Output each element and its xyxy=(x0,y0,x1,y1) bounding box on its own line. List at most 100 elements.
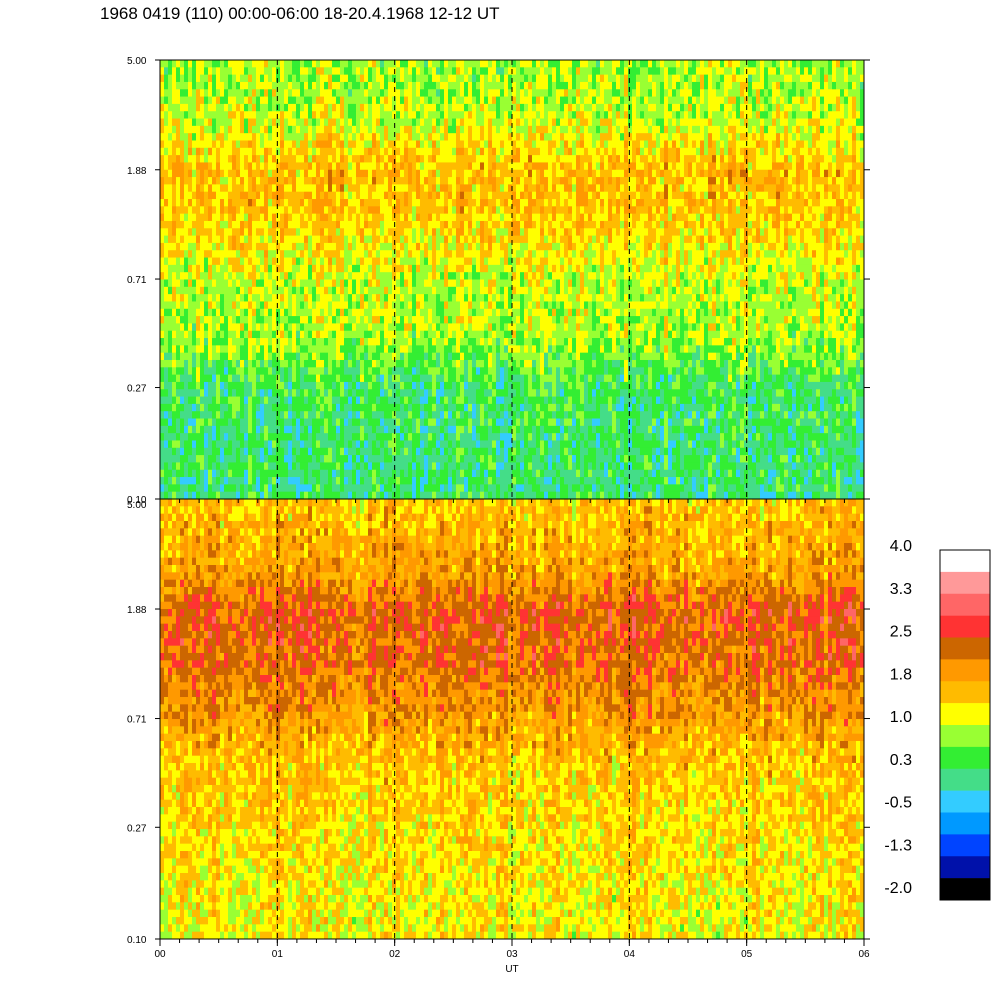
heatmap-cell xyxy=(192,191,197,200)
heatmap-cell xyxy=(272,469,277,478)
heatmap-cell xyxy=(336,242,341,251)
heatmap-cell xyxy=(444,213,449,222)
heatmap-cell xyxy=(412,359,417,368)
heatmap-cell xyxy=(288,301,293,310)
heatmap-cell xyxy=(416,484,421,493)
heatmap-cell xyxy=(316,257,321,266)
heatmap-cell xyxy=(196,191,201,200)
heatmap-cell xyxy=(252,81,257,90)
heatmap-cell xyxy=(340,60,345,68)
heatmap-cell xyxy=(228,155,233,163)
heatmap-cell xyxy=(352,103,357,112)
heatmap-cell xyxy=(376,433,381,441)
heatmap-cell xyxy=(420,374,425,383)
heatmap-cell xyxy=(440,96,445,105)
heatmap-cell xyxy=(332,272,337,280)
heatmap-cell xyxy=(168,425,173,434)
heatmap-cell xyxy=(484,118,489,127)
heatmap-cell xyxy=(180,242,185,251)
heatmap-cell xyxy=(420,133,425,141)
heatmap-cell xyxy=(300,235,305,244)
heatmap-cell xyxy=(172,491,177,500)
heatmap-cell xyxy=(316,191,321,200)
heatmap-cell xyxy=(208,403,213,412)
heatmap-cell xyxy=(368,250,373,258)
heatmap-cell xyxy=(444,491,449,500)
heatmap-cell xyxy=(284,184,289,193)
heatmap-cell xyxy=(460,250,465,258)
heatmap-cell xyxy=(476,359,481,368)
heatmap-cell xyxy=(384,220,389,229)
heatmap-cell xyxy=(252,279,257,288)
heatmap-cell xyxy=(364,338,369,346)
heatmap-cell xyxy=(220,103,225,112)
heatmap-cell xyxy=(212,272,217,280)
heatmap-cell xyxy=(344,316,349,324)
heatmap-cell xyxy=(284,133,289,141)
heatmap-cell xyxy=(440,111,445,119)
heatmap-cell xyxy=(356,162,361,171)
heatmap-cell xyxy=(232,111,237,119)
heatmap-cell xyxy=(380,440,385,449)
heatmap-cell xyxy=(432,484,437,493)
heatmap-cell xyxy=(328,381,333,390)
heatmap-cell xyxy=(264,89,269,97)
heatmap-cell xyxy=(248,447,253,456)
heatmap-cell xyxy=(340,89,345,97)
heatmap-cell xyxy=(324,447,329,456)
heatmap-cell xyxy=(440,103,445,112)
heatmap-cell xyxy=(408,125,413,134)
heatmap-cell xyxy=(352,396,357,405)
heatmap-cell xyxy=(228,374,233,383)
heatmap-cell xyxy=(224,367,229,376)
heatmap-cell xyxy=(436,418,441,427)
heatmap-cell xyxy=(368,367,373,376)
heatmap-cell xyxy=(264,125,269,134)
heatmap-cell xyxy=(248,125,253,134)
heatmap-cell xyxy=(324,177,329,185)
heatmap-cell xyxy=(420,491,425,500)
heatmap-cell xyxy=(204,323,209,332)
heatmap-cell xyxy=(396,477,401,485)
heatmap-cell xyxy=(180,228,185,236)
heatmap-cell xyxy=(240,213,245,222)
heatmap-cell xyxy=(400,111,405,119)
heatmap-cell xyxy=(404,367,409,376)
heatmap-cell xyxy=(324,491,329,500)
heatmap-cell xyxy=(244,396,249,405)
heatmap-cell xyxy=(276,447,281,456)
heatmap-cell xyxy=(476,206,481,215)
heatmap-cell xyxy=(192,96,197,105)
heatmap-cell xyxy=(480,286,485,295)
heatmap-cell xyxy=(448,250,453,258)
heatmap-cell xyxy=(460,206,465,215)
heatmap-cell xyxy=(460,67,465,76)
heatmap-cell xyxy=(416,184,421,193)
heatmap-cell xyxy=(180,111,185,119)
heatmap-cell xyxy=(368,477,373,485)
heatmap-cell xyxy=(348,199,353,207)
heatmap-cell xyxy=(340,447,345,456)
heatmap-cell xyxy=(236,455,241,463)
heatmap-cell xyxy=(364,425,369,434)
heatmap-cell xyxy=(388,462,393,471)
heatmap-cell xyxy=(288,484,293,493)
heatmap-cell xyxy=(220,177,225,185)
heatmap-cell xyxy=(420,330,425,339)
heatmap-cell xyxy=(460,279,465,288)
heatmap-cell xyxy=(236,155,241,163)
heatmap-cell xyxy=(372,396,377,405)
heatmap-cell xyxy=(200,279,205,288)
heatmap-cell xyxy=(184,242,189,251)
heatmap-cell xyxy=(488,477,493,485)
heatmap-cell xyxy=(456,169,461,178)
heatmap-cell xyxy=(312,140,317,149)
heatmap-cell xyxy=(192,323,197,332)
heatmap-cell xyxy=(320,74,325,83)
heatmap-cell xyxy=(348,155,353,163)
heatmap-cell xyxy=(340,425,345,434)
heatmap-cell xyxy=(440,308,445,317)
heatmap-cell xyxy=(324,133,329,141)
heatmap-cell xyxy=(280,286,285,295)
heatmap-cell xyxy=(428,206,433,215)
